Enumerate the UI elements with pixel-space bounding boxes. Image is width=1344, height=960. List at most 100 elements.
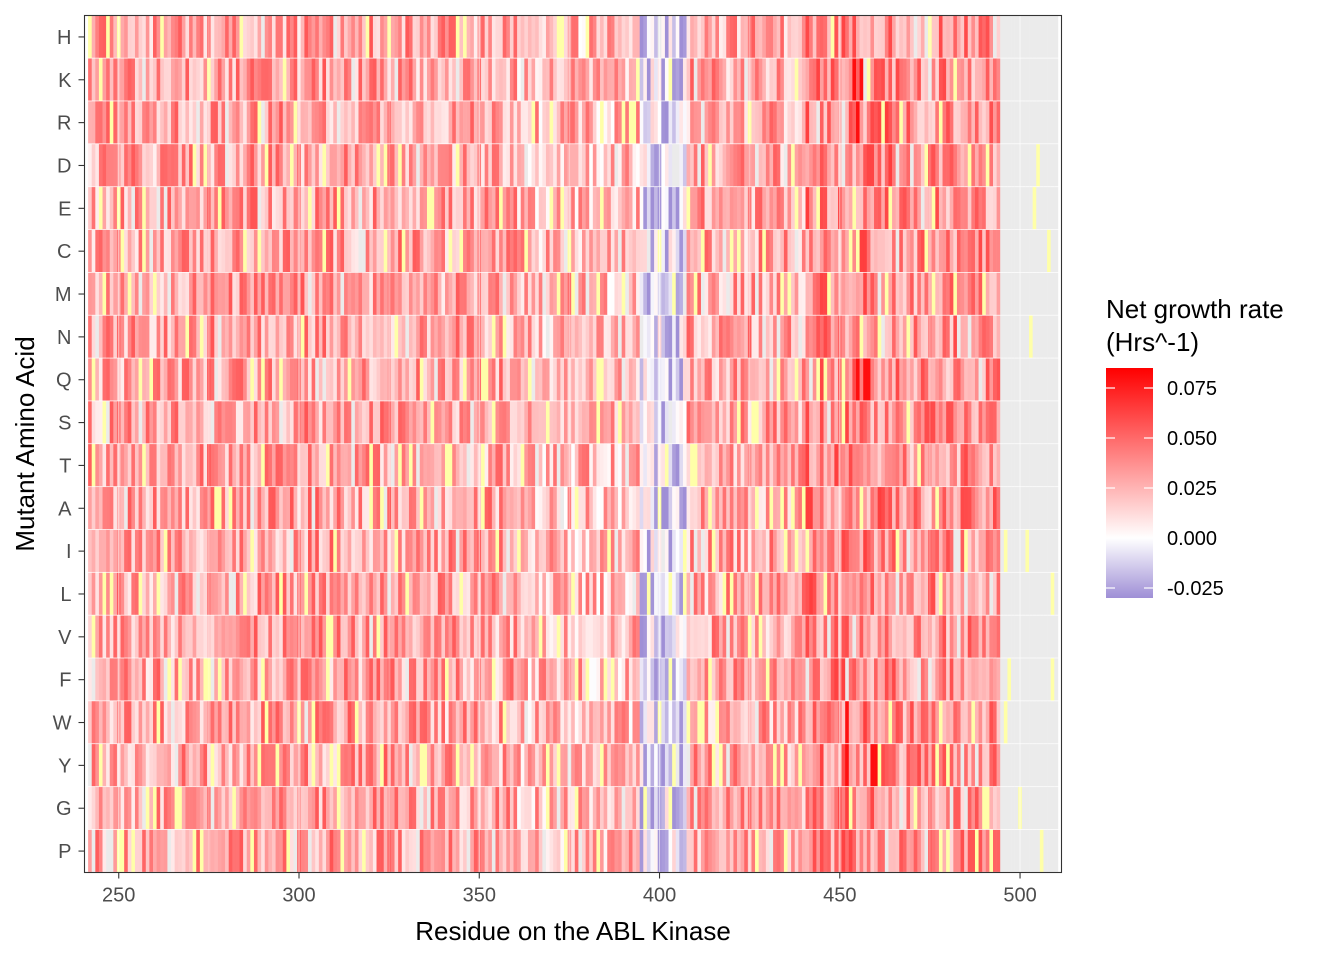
heatmap-cell: [293, 315, 298, 358]
heatmap-cell: [311, 101, 316, 144]
heatmap-cell: [625, 186, 630, 230]
heatmap-cell: [1025, 529, 1030, 572]
heatmap-cell: [668, 401, 673, 444]
heatmap-cell: [643, 572, 648, 615]
heatmap-cell: [755, 144, 759, 187]
heatmap-cell: [946, 58, 951, 101]
heatmap-cell: [311, 144, 316, 187]
heatmap-cell: [628, 101, 633, 144]
heatmap-cell: [672, 58, 677, 101]
heatmap-cell: [160, 658, 165, 701]
heatmap-cell: [924, 529, 929, 572]
heatmap-cell: [823, 101, 828, 144]
heatmap-cell: [625, 101, 630, 144]
heatmap-cell: [985, 572, 990, 615]
heatmap-cell: [729, 186, 734, 230]
heatmap-cell: [938, 529, 943, 572]
heatmap-cell: [884, 658, 889, 701]
heatmap-cell: [650, 658, 655, 701]
heatmap-cell: [874, 144, 878, 187]
heatmap-cell: [153, 743, 157, 787]
heatmap-cell: [946, 529, 951, 572]
heatmap-cell: [232, 401, 237, 444]
heatmap-cell: [308, 658, 312, 701]
heatmap-cell: [740, 658, 745, 701]
heatmap-cell: [167, 272, 172, 315]
heatmap-cell: [340, 572, 345, 615]
heatmap-cell: [243, 15, 248, 58]
heatmap-cell: [315, 486, 320, 530]
heatmap-cell: [664, 529, 669, 572]
heatmap-cell: [336, 401, 341, 444]
heatmap-cell: [502, 315, 507, 358]
heatmap-cell: [293, 144, 298, 187]
heatmap-cell: [805, 358, 810, 401]
heatmap-cell: [827, 572, 832, 615]
heatmap-cell: [351, 401, 356, 444]
heatmap-cell: [971, 572, 976, 615]
heatmap-cell: [1036, 743, 1041, 787]
heatmap-cell: [243, 101, 248, 144]
heatmap-cell: [956, 529, 961, 572]
heatmap-cell: [196, 529, 201, 572]
heatmap-cell: [866, 144, 871, 187]
heatmap-cell: [499, 315, 503, 358]
heatmap-cell: [322, 272, 327, 315]
heatmap-cell: [928, 144, 933, 187]
heatmap-cell: [131, 15, 136, 58]
heatmap-cell: [574, 144, 579, 187]
heatmap-cell: [841, 144, 846, 187]
heatmap-cell: [866, 658, 871, 701]
heatmap-cell: [589, 144, 594, 187]
heatmap-cell: [88, 786, 93, 830]
heatmap-cell: [935, 529, 940, 572]
heatmap-cell: [138, 615, 143, 658]
heatmap-cell: [881, 401, 886, 444]
heatmap-cell: [372, 786, 377, 830]
heatmap-cell: [171, 144, 175, 187]
heatmap-cell: [610, 15, 615, 58]
heatmap-cell: [801, 101, 806, 144]
heatmap-cell: [473, 529, 478, 572]
heatmap-cell: [434, 486, 439, 530]
heatmap-cell: [160, 58, 165, 101]
heatmap-cell: [592, 144, 597, 187]
heatmap-cell: [542, 15, 547, 58]
heatmap-cell: [362, 615, 367, 658]
heatmap-cell: [524, 444, 529, 487]
heatmap-cell: [351, 101, 356, 144]
heatmap-cell: [600, 486, 604, 530]
heatmap-cell: [960, 229, 965, 272]
heatmap-cell: [949, 529, 954, 572]
heatmap-cell: [113, 401, 118, 444]
heatmap-cell: [1032, 615, 1037, 658]
heatmap-cell: [351, 444, 356, 487]
heatmap-cell: [401, 315, 406, 358]
heatmap-cell: [600, 186, 604, 230]
heatmap-cell: [585, 658, 590, 701]
heatmap-cell: [531, 186, 536, 230]
heatmap-cell: [239, 701, 244, 744]
heatmap-cell: [336, 701, 341, 744]
heatmap-cell: [217, 315, 222, 358]
heatmap-cell: [347, 315, 352, 358]
heatmap-cell: [308, 486, 312, 530]
heatmap-cell: [556, 15, 561, 58]
heatmap-cell: [574, 743, 579, 787]
heatmap-cell: [682, 444, 687, 487]
heatmap-cell: [376, 58, 381, 101]
heatmap-cell: [985, 272, 990, 315]
heatmap-cell: [874, 272, 878, 315]
heatmap-cell: [106, 572, 111, 615]
heatmap-cell: [441, 786, 446, 830]
heatmap-cell: [874, 529, 878, 572]
heatmap-cell: [383, 701, 388, 744]
heatmap-cell: [556, 315, 561, 358]
heatmap-cell: [441, 658, 446, 701]
heatmap-cell: [156, 444, 161, 487]
heatmap-cell: [347, 786, 352, 830]
heatmap-cell: [268, 572, 273, 615]
heatmap-cell: [156, 743, 161, 787]
heatmap-cell: [542, 529, 547, 572]
heatmap-cell: [153, 315, 157, 358]
